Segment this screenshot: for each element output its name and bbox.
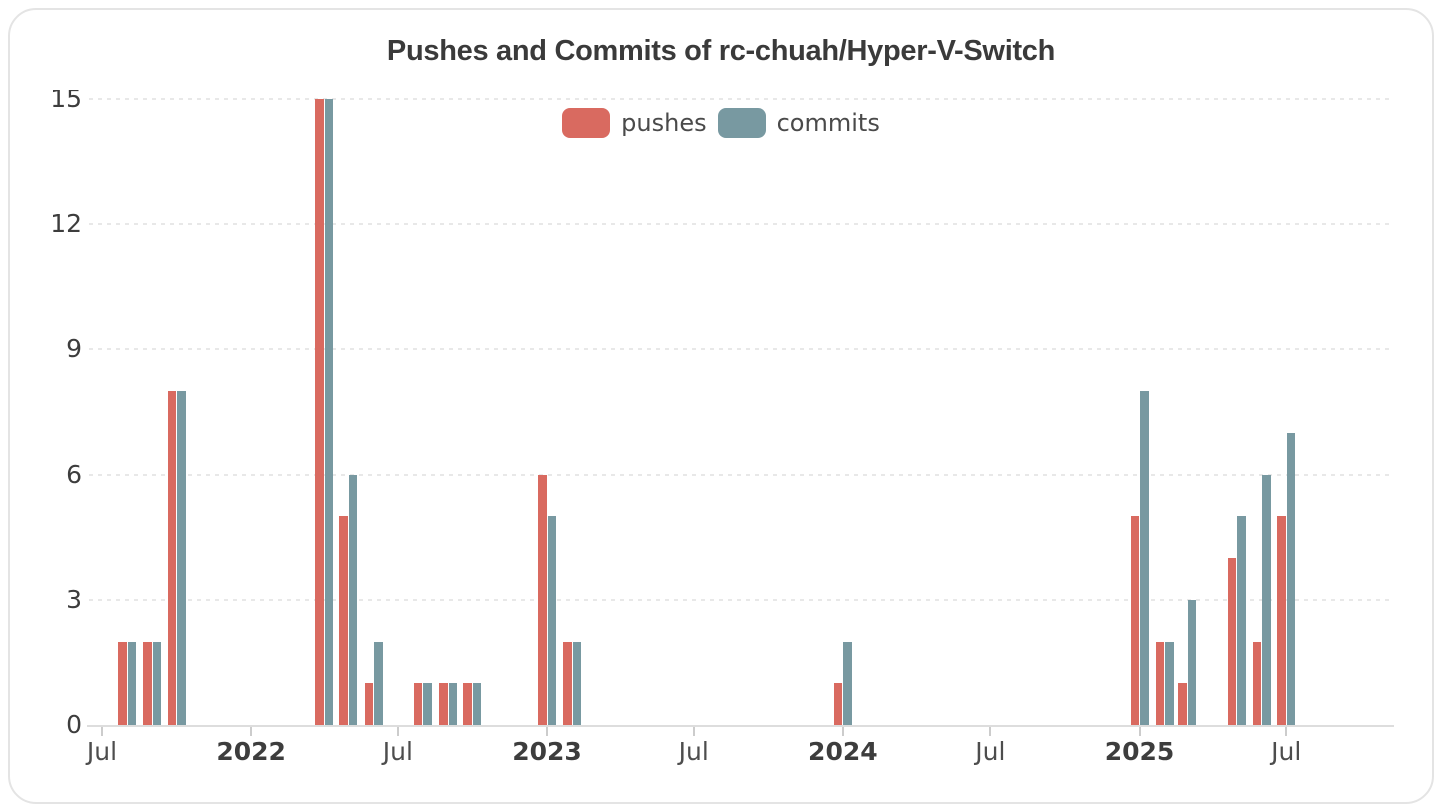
x-axis-label: 2024 [808, 737, 878, 766]
x-axis-label: Jul [678, 737, 709, 766]
bar-pushes-2022-08[interactable] [413, 683, 423, 725]
bar-pushes-2021-10[interactable] [167, 391, 177, 725]
bar-commits-2021-10[interactable] [177, 391, 186, 725]
x-axis-label: Jul [86, 737, 118, 766]
y-axis-label: 3 [66, 584, 82, 614]
bar-commits-2021-09[interactable] [152, 641, 162, 725]
legend-label-commits: commits [776, 109, 880, 137]
x-axis-label: Jul [382, 737, 413, 766]
bar-pushes-2025-06[interactable] [1252, 641, 1262, 725]
bar-commits-2022-06[interactable] [374, 641, 383, 725]
bar-pushes-2023-02[interactable] [563, 641, 572, 725]
bar-pushes-2022-06[interactable] [364, 683, 374, 725]
legend: pushes commits [10, 107, 1432, 139]
bar-pushes-2025-02[interactable] [1155, 641, 1165, 725]
y-axis-label: 9 [66, 334, 82, 364]
bar-commits-2021-08[interactable] [127, 641, 137, 725]
x-axis-tick [841, 727, 844, 736]
x-axis-tick [692, 727, 695, 736]
bar-pushes-2023-01[interactable] [538, 474, 547, 725]
bar-pushes-2022-10[interactable] [463, 683, 472, 725]
bar-commits-2023-01[interactable] [547, 516, 556, 725]
x-axis-label: 2025 [1104, 737, 1175, 766]
x-axis-label: Jul [1271, 737, 1302, 766]
bar-pushes-2021-08[interactable] [118, 641, 127, 725]
bar-pushes-2021-09[interactable] [143, 641, 152, 725]
bar-pushes-2024-01[interactable] [833, 683, 843, 725]
pushes-swatch [562, 108, 611, 138]
commits-swatch [717, 108, 766, 138]
gridline-y-9 [89, 348, 1394, 351]
y-axis-label: 6 [66, 459, 82, 489]
bar-commits-2024-01[interactable] [843, 641, 852, 725]
x-axis-label: 2022 [216, 737, 286, 766]
bar-commits-2022-09[interactable] [448, 683, 458, 725]
bar-pushes-2022-05[interactable] [339, 516, 348, 725]
bar-commits-2022-10[interactable] [472, 683, 482, 725]
x-axis-tick [989, 727, 992, 736]
bar-commits-2025-07[interactable] [1286, 432, 1296, 725]
legend-item-commits[interactable]: commits [717, 108, 880, 138]
bar-commits-2022-05[interactable] [348, 474, 358, 725]
bar-commits-2022-04[interactable] [324, 99, 334, 725]
bar-commits-2025-01[interactable] [1140, 391, 1149, 725]
legend-item-pushes[interactable]: pushes [562, 108, 707, 138]
x-axis-line [87, 725, 1394, 727]
bar-commits-2025-02[interactable] [1165, 641, 1174, 725]
bar-pushes-2025-07[interactable] [1277, 516, 1286, 725]
plot-area: 0 3 6 9 12 15 Jul 2022 Jul 2023 Jul 2024 Jul 2025 Jul … [10, 90, 1432, 802]
chart-card: Pushes and Commits of rc-chuah/Hyper-V-S… [8, 8, 1434, 804]
x-axis-label: Jul [975, 737, 1006, 766]
bar-pushes-2025-05[interactable] [1227, 558, 1237, 725]
bar-commits-2025-05[interactable] [1237, 516, 1246, 725]
gridline-y-6 [89, 473, 1394, 476]
x-axis-tick [101, 727, 103, 736]
bar-pushes-2025-03[interactable] [1178, 683, 1187, 725]
x-axis-tick [250, 727, 253, 736]
x-axis-tick [546, 727, 548, 736]
bar-pushes-2025-01[interactable] [1130, 516, 1140, 725]
bar-commits-2022-08[interactable] [423, 683, 432, 725]
chart-title: Pushes and Commits of rc-chuah/Hyper-V-S… [386, 35, 1056, 67]
bar-pushes-2022-04[interactable] [315, 99, 324, 725]
x-axis-tick [1138, 727, 1141, 736]
x-axis-tick [1285, 727, 1288, 736]
x-axis-label: 2023 [512, 737, 582, 766]
y-axis-label: 12 [50, 209, 82, 239]
gridline-y-12 [89, 223, 1394, 226]
y-axis-label: 0 [66, 710, 82, 739]
bar-commits-2023-02[interactable] [572, 641, 582, 725]
gridline-y-3 [89, 598, 1394, 601]
bar-commits-2025-03[interactable] [1187, 599, 1197, 725]
bar-pushes-2022-09[interactable] [439, 683, 448, 725]
x-axis-tick [396, 727, 399, 736]
legend-label-pushes: pushes [621, 109, 707, 137]
bar-commits-2025-06[interactable] [1262, 474, 1271, 725]
y-axis-label: 15 [50, 90, 82, 113]
gridline-y-15 [89, 98, 1394, 100]
